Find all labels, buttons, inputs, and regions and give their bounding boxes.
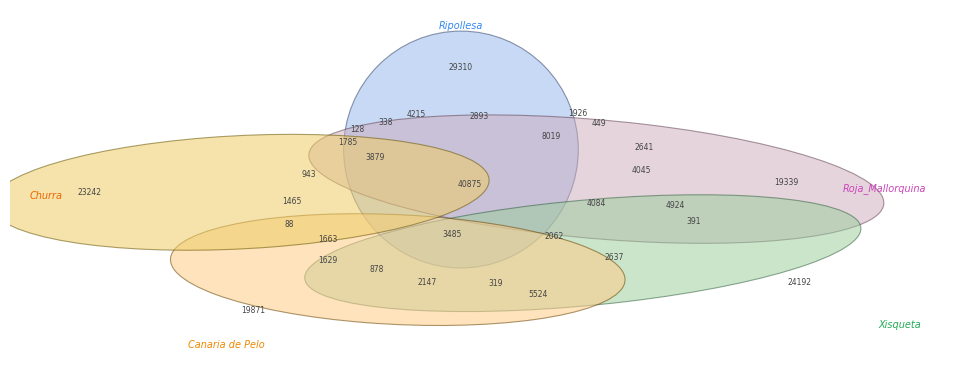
Text: Xisqueta: Xisqueta [878, 321, 922, 330]
Text: 29310: 29310 [449, 63, 473, 72]
Text: 4924: 4924 [666, 201, 686, 210]
Text: 5524: 5524 [528, 290, 547, 299]
Text: 88: 88 [285, 220, 294, 229]
Text: 319: 319 [488, 279, 503, 288]
Text: 19871: 19871 [241, 306, 265, 315]
Text: 4045: 4045 [631, 166, 651, 175]
Text: 1926: 1926 [569, 109, 588, 118]
Text: Canaria de Pelo: Canaria de Pelo [188, 340, 264, 350]
Text: 24192: 24192 [787, 278, 811, 287]
Ellipse shape [171, 214, 625, 325]
Text: 2062: 2062 [544, 232, 563, 241]
Text: 2641: 2641 [634, 143, 653, 152]
Text: 2637: 2637 [604, 253, 624, 262]
Text: 19339: 19339 [774, 178, 798, 187]
Ellipse shape [308, 115, 884, 243]
Text: 2893: 2893 [469, 112, 489, 121]
Text: 23242: 23242 [77, 188, 101, 197]
Text: Roja_Mallorquina: Roja_Mallorquina [842, 184, 925, 194]
Ellipse shape [0, 134, 490, 250]
Ellipse shape [344, 31, 579, 268]
Text: 1629: 1629 [318, 256, 337, 265]
Text: 8019: 8019 [541, 132, 560, 141]
Text: 1785: 1785 [338, 138, 357, 147]
Text: 449: 449 [592, 119, 606, 128]
Text: 878: 878 [370, 265, 384, 274]
Text: 4215: 4215 [406, 110, 425, 119]
Text: 391: 391 [687, 217, 701, 226]
Ellipse shape [305, 195, 861, 311]
Text: 338: 338 [378, 118, 394, 127]
Text: Ripollesa: Ripollesa [439, 21, 483, 31]
Text: 2147: 2147 [417, 278, 436, 287]
Text: 40875: 40875 [458, 180, 482, 189]
Text: 1465: 1465 [283, 197, 302, 206]
Text: 943: 943 [302, 170, 316, 179]
Text: 3485: 3485 [443, 230, 462, 239]
Text: 128: 128 [350, 125, 364, 134]
Text: 4084: 4084 [586, 199, 606, 208]
Text: 3879: 3879 [366, 153, 385, 162]
Text: Churra: Churra [30, 191, 62, 201]
Text: 1663: 1663 [319, 235, 338, 244]
